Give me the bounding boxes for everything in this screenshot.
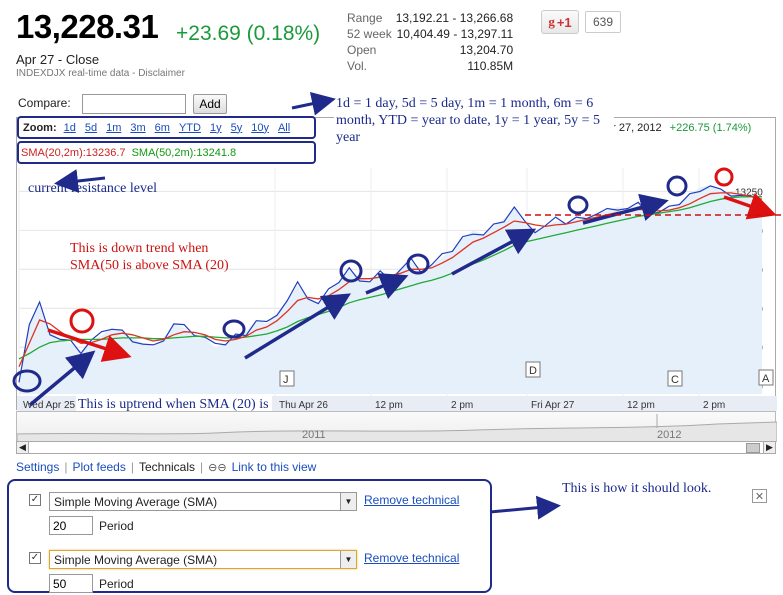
resistance-note: current resistance level [28,181,158,196]
separator: | [130,460,134,474]
x-tick-label: Fri Apr 27 [531,400,575,411]
zoom-ytd[interactable]: YTD [178,121,201,134]
separator: | [200,460,204,474]
period-input[interactable] [49,516,93,535]
gplus-count: 639 [585,11,621,33]
chart-header: pr 27, 2012 +226.75 (1.74%) [606,120,774,136]
stat-value: 13,192.21 - 13,266.68 [395,11,514,25]
stat-label: 52 week [347,27,392,41]
technicals-tab[interactable]: Technicals [138,460,196,474]
period-label: Period [99,577,134,591]
stat-value: 10,404.49 - 13,297.11 [396,27,514,41]
chart-navigator[interactable]: 2011 2012 [16,411,778,443]
stat-label: Range [347,11,383,25]
chevron-down-icon: ▼ [340,551,356,568]
downtrend-note: This is down trend when SMA(50 is above … [70,241,229,273]
navigator-graph: 2011 2012 [16,414,778,443]
chevron-down-icon: ▼ [340,493,356,510]
scroll-left-icon[interactable]: ◀ [16,441,29,454]
compare-label: Compare: [18,96,71,110]
stat-row: 52 week 10,404.49 - 13,297.11 [345,26,515,42]
technicals-panel: ✓ Simple Moving Average (SMA) ▼ Remove t… [7,479,492,593]
scroll-thumb[interactable] [746,443,760,453]
plot-feeds-link[interactable]: Plot feeds [72,460,126,474]
event-marker [758,369,774,386]
technical-select-value: Simple Moving Average (SMA) [54,553,218,567]
navigator-year: 2012 [657,429,681,441]
how-note: This is how it should look. [562,481,712,496]
x-tick-label: 12 pm [627,400,655,411]
x-tick-label: 2 pm [451,400,473,411]
quote-stats: Range 13,192.21 - 13,266.68 52 week 10,404… [345,10,515,74]
close-icon[interactable]: ✕ [752,489,767,503]
technical-select[interactable]: Simple Moving Average (SMA) ▼ [49,550,357,569]
event-marker [667,370,683,387]
index-price: 13,228.31 [16,8,159,45]
stat-value: 110.85M [467,59,514,73]
gplus-icon: g [548,14,555,29]
gplus-button[interactable]: g +1 [541,10,579,34]
chart-date: pr 27, 2012 [606,122,662,134]
zoom-label: Zoom: [23,121,57,134]
quote-date: Apr 27 - Close [16,52,100,67]
zoom-5d[interactable]: 5d [84,121,98,134]
link-icon: ⊖⊖ [208,461,227,474]
stat-value: 13,204.70 [459,43,514,57]
technical-checkbox[interactable]: ✓ [29,494,41,506]
annotation-arrow [489,495,561,520]
event-marker [279,370,295,387]
remove-technical-link[interactable]: Remove technical [364,551,460,565]
price-area [19,185,762,394]
zoom-6m[interactable]: 6m [154,121,170,134]
technical-select-value: Simple Moving Average (SMA) [54,495,218,509]
settings-link[interactable]: Settings [16,460,60,474]
separator: | [64,460,68,474]
x-tick-label: Thu Apr 26 [279,400,328,411]
sma-legend: SMA(20,2m):13236.7 SMA(50,2m):13241.8 [17,141,316,164]
x-tick-label: 12 pm [375,400,403,411]
zoom-3m[interactable]: 3m [130,121,146,134]
technical-checkbox[interactable]: ✓ [29,552,41,564]
compare-input[interactable] [82,94,186,114]
price-change: +23.69 (0.18%) [176,22,321,45]
zoom-10y[interactable]: 10y [251,121,269,134]
x-tick-label: 2 pm [703,400,725,411]
stat-label: Open [347,43,377,57]
link-view-link[interactable]: Link to this view [231,460,317,474]
scroll-right-icon[interactable]: ▶ [763,441,776,454]
navigator-year: 2011 [302,429,326,441]
chart-links: Settings | Plot feeds | Technicals | ⊖⊖ … [16,460,316,474]
period-input[interactable] [49,574,93,593]
event-marker-label: C [671,374,679,386]
sma20-legend: SMA(20,2m):13236.7 [21,146,126,159]
zoom-1d[interactable]: 1d [63,121,76,134]
gplus-label: +1 [556,14,572,30]
zoom-1y[interactable]: 1y [209,121,222,134]
data-source: INDEXDJX real-time data - Disclaimer [16,68,185,79]
chart-scrollbar[interactable] [16,441,776,454]
stat-row: Vol. 110.85M [345,58,515,74]
zoom-bar: Zoom: 1d 5d 1m 3m 6m YTD 1y 5y 10y All [17,116,316,139]
zoom-note: 1d = 1 day, 5d = 5 day, 1m = 1 month, 6m… [334,95,614,146]
event-marker-label: D [529,365,537,377]
stat-row: Open 13,204.70 [345,42,515,58]
chart-change: +226.75 (1.74%) [669,122,752,134]
zoom-all[interactable]: All [277,121,291,134]
period-label: Period [99,519,134,533]
annotation-arrow [291,91,336,116]
stat-label: Vol. [347,59,368,73]
event-marker-label: A [762,373,770,385]
add-button[interactable]: Add [193,94,227,114]
zoom-5y[interactable]: 5y [230,121,243,134]
sma50-legend: SMA(50,2m):13241.8 [131,146,237,159]
event-marker-label: J [283,374,289,386]
x-tick-label: Wed Apr 25 [23,400,76,411]
technical-select[interactable]: Simple Moving Average (SMA) ▼ [49,492,357,511]
remove-technical-link[interactable]: Remove technical [364,493,460,507]
zoom-1m[interactable]: 1m [106,121,122,134]
stat-row: Range 13,192.21 - 13,266.68 [345,10,515,26]
event-marker [525,361,541,378]
